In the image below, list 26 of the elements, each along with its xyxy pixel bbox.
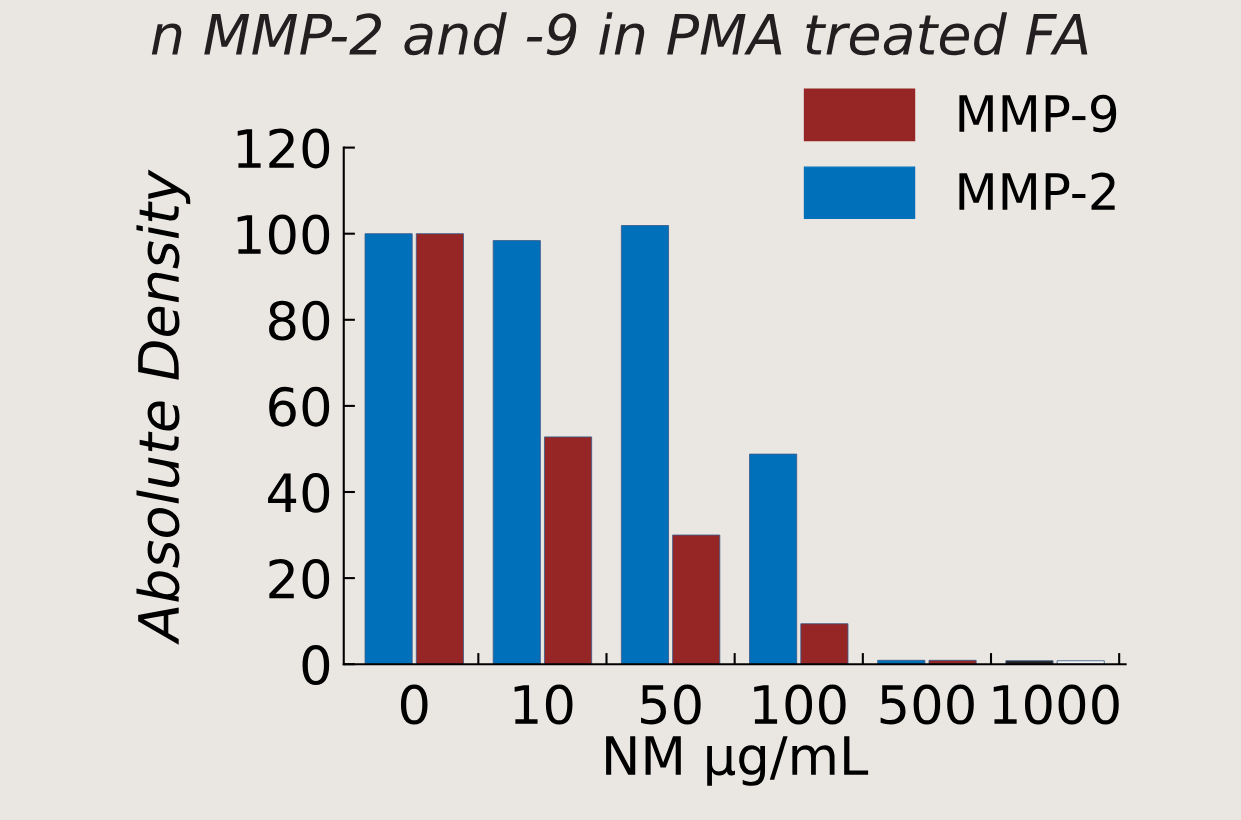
chart-title: n MMP-2 and -9 in PMA treated FA <box>151 12 1088 56</box>
y-axis-title: Absolute Density <box>136 169 191 645</box>
bar <box>672 534 721 665</box>
x-tick-label: 1000 <box>993 684 1119 725</box>
y-tick-label: 60 <box>269 386 330 427</box>
bar <box>492 240 541 665</box>
bar <box>544 436 593 665</box>
bar <box>749 453 798 665</box>
x-tick-label: 10 <box>514 684 573 725</box>
y-tick-label: 20 <box>269 558 330 599</box>
legend-label: MMP-2 <box>959 172 1115 210</box>
bar <box>620 225 669 665</box>
y-tick-label: 80 <box>269 300 330 341</box>
y-tick-label: 0 <box>302 645 330 685</box>
x-tick-label: 100 <box>754 684 846 725</box>
bar <box>800 623 849 665</box>
y-tick-label: 120 <box>237 128 330 169</box>
bar <box>415 233 464 665</box>
y-tick-label: 100 <box>237 214 330 255</box>
y-tick-label: 40 <box>268 472 330 513</box>
legend-label: MMP-9 <box>959 94 1117 133</box>
bar <box>364 233 413 665</box>
x-tick-label: 50 <box>641 684 701 725</box>
x-axis-title: NM µg/mL <box>606 736 869 786</box>
x-tick-label: 500 <box>880 684 974 725</box>
x-tick-label: 0 <box>400 684 428 725</box>
